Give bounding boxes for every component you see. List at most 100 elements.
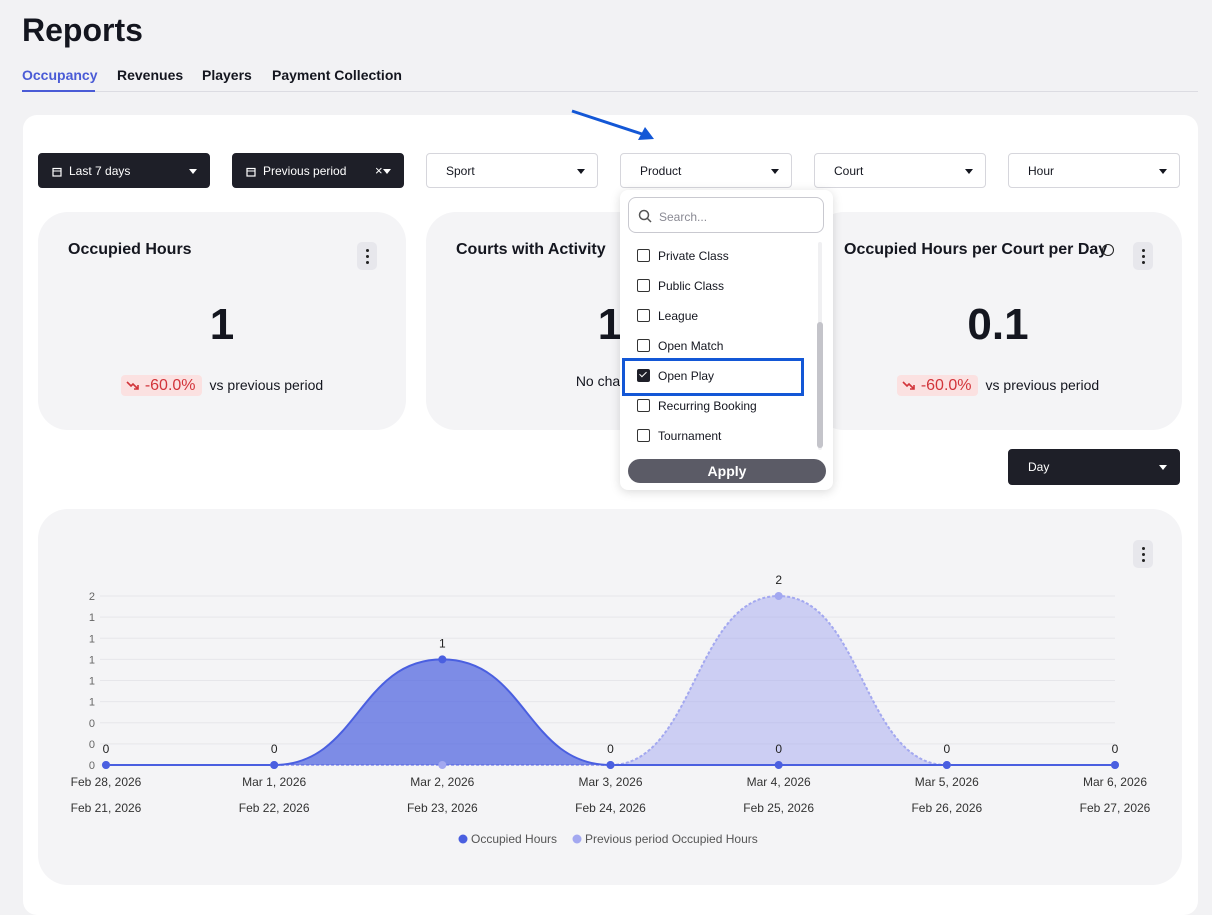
- option-label: Tournament: [658, 429, 722, 443]
- option-label: Recurring Booking: [658, 399, 757, 413]
- calendar-icon: [52, 167, 62, 177]
- data-point: [1111, 761, 1119, 769]
- data-label: 1: [439, 636, 446, 650]
- checkbox: [637, 309, 650, 322]
- option-label: Public Class: [658, 279, 725, 293]
- filter-select[interactable]: Sport: [426, 153, 598, 188]
- page: Reports Occupancy Revenues Players Payment …: [22, 12, 1198, 915]
- filter-label: Sport: [446, 164, 475, 178]
- more-menu[interactable]: [1133, 540, 1153, 568]
- y-tick-label: 0: [89, 739, 95, 751]
- filter-select[interactable]: Hour: [1008, 153, 1180, 188]
- trend-icon: [902, 381, 915, 390]
- comparison: vs previous period: [209, 377, 324, 393]
- data-point: [102, 761, 110, 769]
- y-tick-label: 0: [89, 718, 95, 730]
- x-tick-label-previous: Feb 25, 2026: [743, 801, 814, 815]
- data-label: 0: [1112, 742, 1119, 756]
- data-point: [606, 761, 615, 769]
- legend-swatch: [572, 834, 582, 844]
- card-value: 0.1: [967, 300, 1029, 349]
- kpi-card: Occupied Hours 1 -60.0% vs previous period: [38, 212, 406, 430]
- dot: [1142, 249, 1145, 252]
- card-title: Occupied Hours per Court per Day: [844, 241, 1108, 258]
- option-label: Open Play: [658, 369, 715, 383]
- y-tick-label: 2: [89, 591, 95, 603]
- x-tick-label: Mar 4, 2026: [747, 775, 811, 789]
- x-tick-label-previous: Feb 24, 2026: [575, 801, 646, 815]
- checkbox: [637, 279, 650, 292]
- kpi-card: Occupied Hours per Court per Day 0.1 -60.0…: [814, 212, 1182, 430]
- search-placeholder: Search...: [659, 210, 708, 224]
- caret: [965, 169, 973, 174]
- granularity-select[interactable]: Day: [1008, 449, 1180, 485]
- x-tick-label-previous: Feb 23, 2026: [407, 801, 478, 815]
- caret: [1159, 169, 1167, 174]
- x-tick-label-previous: Feb 22, 2026: [239, 801, 310, 815]
- option-label: Open Match: [658, 339, 724, 353]
- caret: [189, 169, 197, 174]
- data-point: [438, 761, 447, 769]
- y-tick-label: 1: [89, 697, 95, 709]
- checkbox: [637, 399, 650, 412]
- tab-divider: [22, 91, 1198, 92]
- caret: [1159, 465, 1167, 470]
- data-label: 0: [943, 742, 950, 756]
- scroll-thumb[interactable]: [817, 322, 823, 448]
- checkbox: [637, 249, 650, 262]
- data-point: [942, 761, 951, 769]
- dot: [366, 255, 369, 258]
- filter-select[interactable]: Last 7 days: [38, 153, 210, 188]
- area-line: [105, 658, 1115, 767]
- highlight-box: [622, 358, 804, 396]
- apply-button[interactable]: Apply: [628, 459, 826, 483]
- filter-select[interactable]: Product: [620, 153, 792, 188]
- filter-label: Last 7 days: [69, 164, 131, 178]
- x-tick-label-previous: Feb 27, 2026: [1080, 801, 1151, 815]
- more-menu[interactable]: [1133, 242, 1153, 270]
- pointer-arrow: [571, 109, 646, 137]
- data-point: [438, 655, 447, 664]
- card-footer: -60.0% vs previous period: [814, 375, 1182, 396]
- card-title: Occupied Hours: [68, 241, 192, 258]
- legend-label: Previous period Occupied Hours: [585, 832, 758, 846]
- dot: [1142, 547, 1145, 550]
- data-label: 0: [271, 742, 278, 756]
- filter-select[interactable]: Previous period ×: [232, 153, 404, 188]
- x-tick-label-previous: Feb 21, 2026: [71, 801, 142, 815]
- x-tick-label: Mar 5, 2026: [915, 775, 979, 789]
- tab[interactable]: Revenues: [117, 67, 184, 83]
- x-tick-label-previous: Feb 26, 2026: [911, 801, 982, 815]
- page-title: Reports: [22, 12, 143, 48]
- data-label: 0: [103, 742, 110, 756]
- search-input[interactable]: Search...: [628, 197, 824, 233]
- card-footer: No cha: [426, 373, 794, 395]
- clear-x[interactable]: ×: [375, 163, 383, 178]
- y-tick-label: 1: [89, 633, 95, 645]
- card-value: 1: [209, 300, 235, 349]
- data-point: [774, 592, 783, 600]
- dot: [1142, 553, 1145, 556]
- comparison: vs previous period: [985, 377, 1100, 393]
- more-menu[interactable]: [357, 242, 377, 270]
- checkbox: [637, 429, 650, 442]
- y-tick-label: 0: [89, 760, 95, 772]
- calendar-icon: [246, 167, 256, 177]
- x-tick-label: Mar 1, 2026: [242, 775, 306, 789]
- data-label: 2: [775, 573, 782, 587]
- y-tick-label: 1: [89, 612, 95, 624]
- area-fill: [106, 596, 1115, 765]
- filter-select[interactable]: Court: [814, 153, 986, 188]
- dot: [1142, 559, 1145, 562]
- dot: [1142, 261, 1145, 264]
- tab[interactable]: Players: [202, 67, 252, 83]
- tab[interactable]: Payment Collection: [272, 67, 402, 83]
- filter-label: Product: [640, 164, 682, 178]
- caret: [383, 169, 391, 174]
- dot: [1142, 255, 1145, 258]
- tab[interactable]: Occupancy: [22, 67, 98, 83]
- trend-icon: [126, 381, 139, 390]
- caret: [771, 169, 779, 174]
- option-label: League: [658, 309, 699, 323]
- chart-card: [38, 509, 1182, 885]
